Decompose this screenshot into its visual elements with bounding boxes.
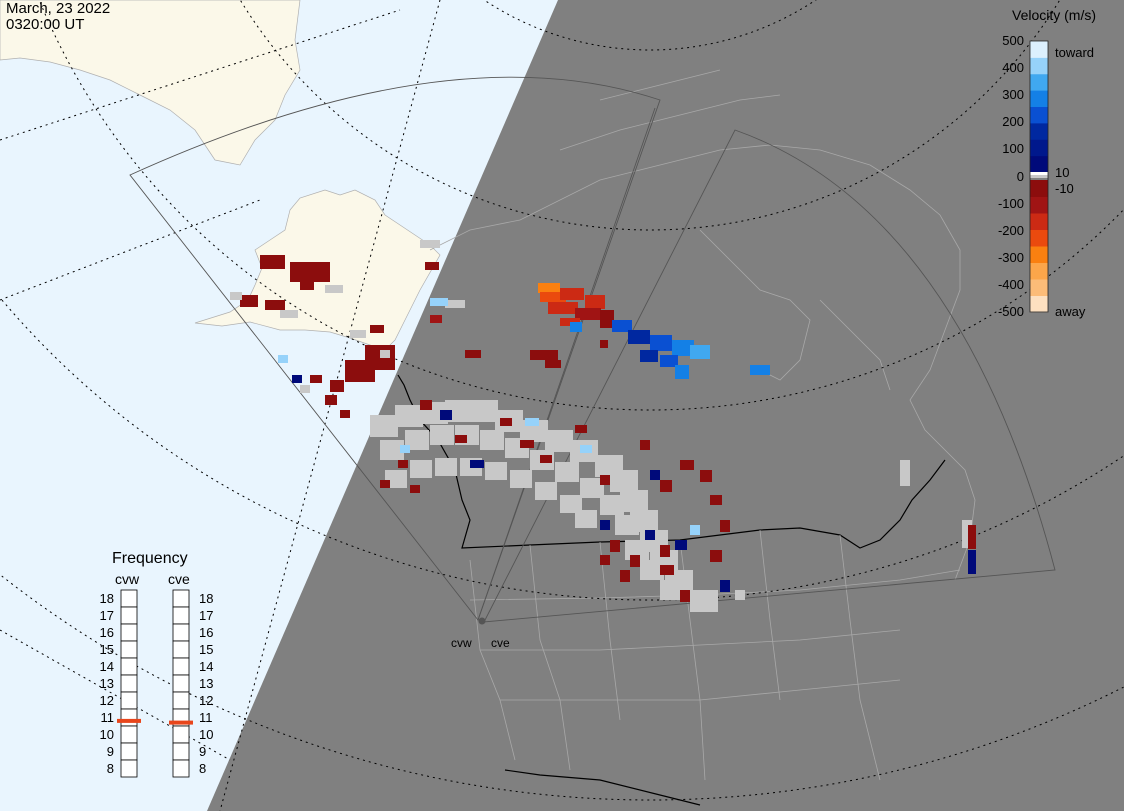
colorbar-tick-label: 500 (1002, 33, 1024, 48)
cvw-frequency-tick: 15 (99, 642, 114, 657)
colorbar-tick-label: 300 (1002, 87, 1024, 103)
cvw-frequency-tick: 18 (99, 591, 114, 606)
cve-frequency-tick: 17 (199, 608, 214, 623)
radar-fov-outlines (129, 76, 1056, 623)
colorbar-tick-label: 0 (1016, 168, 1024, 184)
cvw-frequency-tick: 13 (99, 676, 114, 691)
cve-fov (483, 129, 1056, 623)
colorbar-tick-label: -500 (997, 304, 1024, 319)
cve-frequency-tick: 15 (199, 642, 214, 657)
cve-frequency-tick: 14 (199, 659, 214, 674)
cve-frequency-tick: 11 (199, 710, 213, 725)
cvw-frequency-tick: 8 (106, 761, 114, 776)
velocity-colorbar (1029, 40, 1049, 313)
continent-outline (429, 69, 976, 581)
cvw-frequency-tick: 14 (99, 659, 114, 674)
cvw-frequency-tick: 10 (99, 727, 114, 742)
cvw-frequency-tick: 17 (99, 608, 114, 623)
cve-column-label: cve (168, 571, 190, 587)
cve-frequency-tick: 9 (199, 744, 207, 759)
cvw-column-label: cvw (115, 571, 140, 587)
colorbar-tick-label: 100 (1002, 141, 1024, 157)
colorbar-tick-label: 400 (1002, 60, 1024, 76)
cve-frequency-tick: 8 (199, 761, 207, 776)
cvw-frequency-tick: 12 (99, 693, 114, 708)
colorbar-away-label: away (1055, 304, 1086, 319)
colorbar-toward-label: toward (1055, 45, 1095, 60)
cve-frequency-tick: 12 (199, 693, 214, 708)
radar-site-marker (478, 617, 486, 625)
colorbar-tick-label: -100 (997, 195, 1024, 211)
plot-date: March, 23 2022 (6, 0, 111, 17)
cve-site-label: cve (491, 636, 510, 650)
colorbar-pos-thr-label: 10 (1055, 165, 1070, 180)
colorbar-neg-thr-label: -10 (1055, 181, 1074, 196)
colorbar-tick-label: -300 (997, 249, 1024, 265)
colorbar-tick-label: 200 (1002, 114, 1024, 130)
cve-frequency-tick: 16 (199, 625, 214, 640)
siberia-land (0, 0, 301, 166)
cve-frequency-tick: 13 (199, 676, 214, 691)
state-borders (469, 529, 961, 781)
frequency-title: Frequency (112, 550, 188, 567)
cvw-fov (129, 76, 661, 621)
cve-frequency-tick: 10 (199, 727, 214, 742)
legend-title: Velocity (m/s) (1012, 7, 1097, 23)
scatter-cells (230, 240, 976, 612)
cvw-frequency-tick: 11 (100, 710, 115, 725)
colorbar-tick-label: -400 (997, 276, 1024, 292)
cve-frequency-tick: 18 (199, 591, 214, 606)
frequency-columns (117, 589, 193, 778)
cvw-site-label: cvw (451, 636, 472, 650)
cvw-frequency-tick: 9 (106, 744, 114, 759)
cvw-frequency-tick: 16 (99, 625, 114, 640)
plot-time: 0320:00 UT (6, 16, 85, 33)
night-side (207, 0, 1124, 811)
colorbar-tick-label: -200 (997, 222, 1024, 238)
